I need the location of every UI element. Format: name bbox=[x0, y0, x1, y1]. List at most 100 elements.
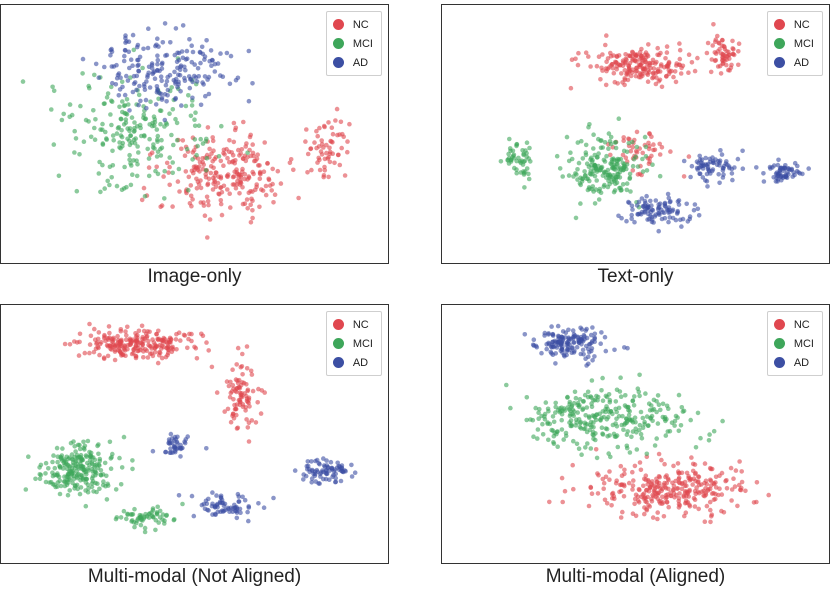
scatter-point-ad bbox=[603, 348, 609, 354]
scatter-point-mci bbox=[585, 389, 591, 395]
scatter-point-ad bbox=[717, 180, 722, 186]
scatter-point-mci bbox=[162, 124, 167, 129]
scatter-point-ad bbox=[775, 162, 781, 168]
scatter-point-nc bbox=[573, 56, 578, 62]
scatter-point-ad bbox=[703, 155, 708, 161]
scatter-point-nc bbox=[729, 487, 735, 492]
scatter-point-mci bbox=[678, 423, 684, 428]
scatter-point-ad bbox=[93, 61, 99, 67]
scatter-point-mci bbox=[127, 138, 132, 143]
scatter-point-mci bbox=[157, 508, 163, 514]
scatter-point-mci bbox=[84, 476, 89, 482]
scatter-point-mci bbox=[89, 484, 95, 490]
scatter-point-nc bbox=[210, 138, 216, 144]
scatter-point-nc bbox=[327, 159, 333, 165]
scatter-point-ad bbox=[328, 459, 334, 465]
scatter-point-mci bbox=[170, 160, 175, 165]
scatter-point-ad bbox=[160, 60, 165, 66]
scatter-point-ad bbox=[192, 73, 197, 79]
scatter-point-ad bbox=[109, 46, 114, 52]
scatter-point-ad bbox=[122, 53, 127, 59]
scatter-point-mci bbox=[622, 161, 627, 167]
scatter-point-ad bbox=[203, 93, 208, 99]
scatter-point-mci bbox=[100, 482, 106, 488]
scatter-point-nc bbox=[255, 152, 260, 157]
scatter-point-ad bbox=[187, 37, 192, 42]
scatter-point-mci bbox=[612, 140, 618, 145]
scatter-point-mci bbox=[613, 399, 619, 404]
scatter-point-nc bbox=[248, 220, 254, 225]
scatter-point-mci bbox=[85, 482, 91, 487]
scatter-point-nc bbox=[600, 476, 606, 482]
scatter-point-nc bbox=[657, 152, 663, 157]
scatter-point-mci bbox=[516, 155, 521, 161]
scatter-point-nc bbox=[175, 179, 181, 184]
scatter-point-nc bbox=[322, 164, 327, 170]
scatter-point-nc bbox=[586, 503, 592, 509]
scatter-point-ad bbox=[80, 56, 86, 62]
scatter-point-nc bbox=[226, 149, 232, 155]
scatter-point-mci bbox=[204, 136, 209, 142]
scatter-point-nc bbox=[724, 486, 730, 491]
scatter-point-mci bbox=[55, 459, 60, 465]
scatter-point-nc bbox=[593, 447, 599, 452]
scatter-point-ad bbox=[168, 40, 173, 45]
legend-item-ad: AD bbox=[332, 353, 373, 372]
scatter-point-nc bbox=[691, 476, 697, 481]
scatter-point-ad bbox=[679, 224, 684, 229]
scatter-point-mci bbox=[105, 178, 110, 184]
legend-item-nc: NC bbox=[332, 315, 373, 334]
scatter-point-ad bbox=[108, 53, 113, 58]
legend: NC MCI AD bbox=[766, 311, 823, 376]
scatter-point-nc bbox=[702, 519, 708, 524]
scatter-point-nc bbox=[211, 165, 216, 171]
scatter-point-ad bbox=[198, 102, 204, 108]
scatter-point-mci bbox=[590, 429, 596, 435]
scatter-point-ad bbox=[305, 459, 311, 464]
scatter-point-mci bbox=[578, 201, 583, 206]
scatter-point-mci bbox=[151, 142, 156, 147]
scatter-point-nc bbox=[265, 160, 270, 166]
scatter-point-mci bbox=[57, 491, 63, 497]
scatter-point-ad bbox=[208, 48, 214, 53]
scatter-point-ad bbox=[761, 171, 766, 176]
scatter-point-nc bbox=[315, 133, 321, 139]
scatter-point-nc bbox=[208, 170, 214, 176]
scatter-point-mci bbox=[588, 446, 594, 451]
scatter-point-ad bbox=[236, 494, 242, 499]
scatter-point-ad bbox=[163, 82, 169, 88]
scatter-point-mci bbox=[627, 175, 633, 180]
scatter-point-ad bbox=[629, 203, 635, 209]
scatter-point-ad bbox=[235, 75, 241, 81]
scatter-point-ad bbox=[204, 38, 209, 43]
scatter-point-nc bbox=[202, 213, 208, 218]
legend-label: AD bbox=[352, 56, 369, 69]
scatter-point-ad bbox=[301, 477, 306, 482]
scatter-point-ad bbox=[592, 354, 597, 359]
scatter-point-mci bbox=[90, 469, 96, 474]
scatter-point-nc bbox=[62, 341, 68, 347]
scatter-point-ad bbox=[317, 471, 323, 477]
scatter-point-nc bbox=[630, 483, 636, 488]
scatter-point-nc bbox=[603, 42, 608, 48]
scatter-point-mci bbox=[162, 518, 167, 523]
scatter-point-ad bbox=[196, 74, 201, 79]
scatter-point-nc bbox=[664, 50, 670, 55]
scatter-point-nc bbox=[668, 493, 673, 498]
scatter-point-mci bbox=[652, 443, 658, 448]
scatter-point-nc bbox=[139, 323, 145, 329]
scatter-point-nc bbox=[87, 350, 92, 356]
scatter-point-mci bbox=[155, 149, 161, 155]
scatter-point-nc bbox=[743, 488, 748, 494]
scatter-point-mci bbox=[575, 167, 580, 172]
scatter-point-mci bbox=[514, 141, 520, 147]
scatter-point-mci bbox=[612, 434, 618, 439]
scatter-point-ad bbox=[735, 156, 741, 162]
scatter-point-mci bbox=[121, 508, 127, 514]
scatter-point-nc bbox=[255, 400, 260, 405]
scatter-point-nc bbox=[659, 501, 665, 506]
scatter-point-ad bbox=[172, 52, 178, 58]
scatter-point-mci bbox=[142, 194, 148, 199]
legend-label: NC bbox=[352, 18, 369, 31]
scatter-point-nc bbox=[181, 332, 187, 338]
